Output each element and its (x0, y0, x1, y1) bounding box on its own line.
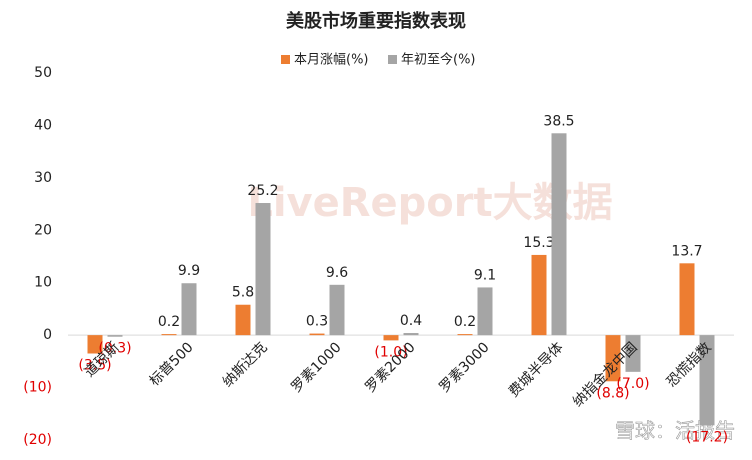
legend-label: 本月涨幅(%) (294, 53, 369, 68)
y-tick-label: (20) (23, 432, 52, 448)
data-label: 9.6 (326, 265, 348, 281)
y-tick-label: 40 (34, 117, 52, 133)
bar (329, 284, 345, 336)
data-label: 9.1 (474, 267, 496, 283)
bar (403, 333, 419, 336)
y-tick-label: 30 (34, 170, 52, 186)
data-label: (3.5) (78, 357, 111, 373)
data-label: 0.2 (454, 314, 476, 330)
y-tick-label: 20 (34, 222, 52, 238)
data-label: 13.7 (671, 243, 702, 259)
bar (679, 263, 695, 336)
legend-swatch (281, 55, 290, 64)
chart-title: 美股市场重要指数表现 (286, 10, 466, 32)
data-label: (0.3) (98, 341, 131, 357)
watermark: 雪球：活报告 (615, 419, 735, 443)
bar (383, 335, 399, 341)
bar (457, 334, 473, 336)
legend-swatch (388, 55, 397, 64)
bar (625, 335, 641, 372)
data-label: 0.4 (400, 313, 422, 329)
y-tick-label: 50 (34, 65, 52, 81)
data-label: 0.3 (306, 314, 328, 330)
bar (605, 335, 621, 382)
bar (477, 287, 493, 336)
bar (181, 283, 197, 336)
data-label: 0.2 (158, 314, 180, 330)
data-label: (7.0) (616, 376, 649, 392)
bar (531, 254, 547, 336)
data-label: 5.8 (232, 285, 254, 301)
y-tick-label: (10) (23, 380, 52, 396)
bar (255, 203, 271, 336)
legend-label: 年初至今(%) (401, 52, 476, 68)
data-label: 38.5 (543, 113, 574, 129)
bar (699, 335, 715, 426)
data-label: (8.8) (596, 385, 629, 401)
data-label: 25.2 (247, 183, 278, 199)
y-tick-label: 0 (43, 327, 52, 343)
bar (235, 304, 251, 336)
data-label: (1.0) (374, 344, 407, 360)
bar (551, 133, 567, 336)
data-label: 15.3 (523, 235, 554, 251)
y-tick-label: 10 (34, 275, 52, 291)
data-label: 9.9 (178, 263, 200, 279)
bar (161, 334, 177, 336)
bar (309, 333, 325, 336)
bar (87, 335, 103, 354)
bar (107, 335, 123, 337)
data-label: (17.2) (686, 429, 728, 445)
